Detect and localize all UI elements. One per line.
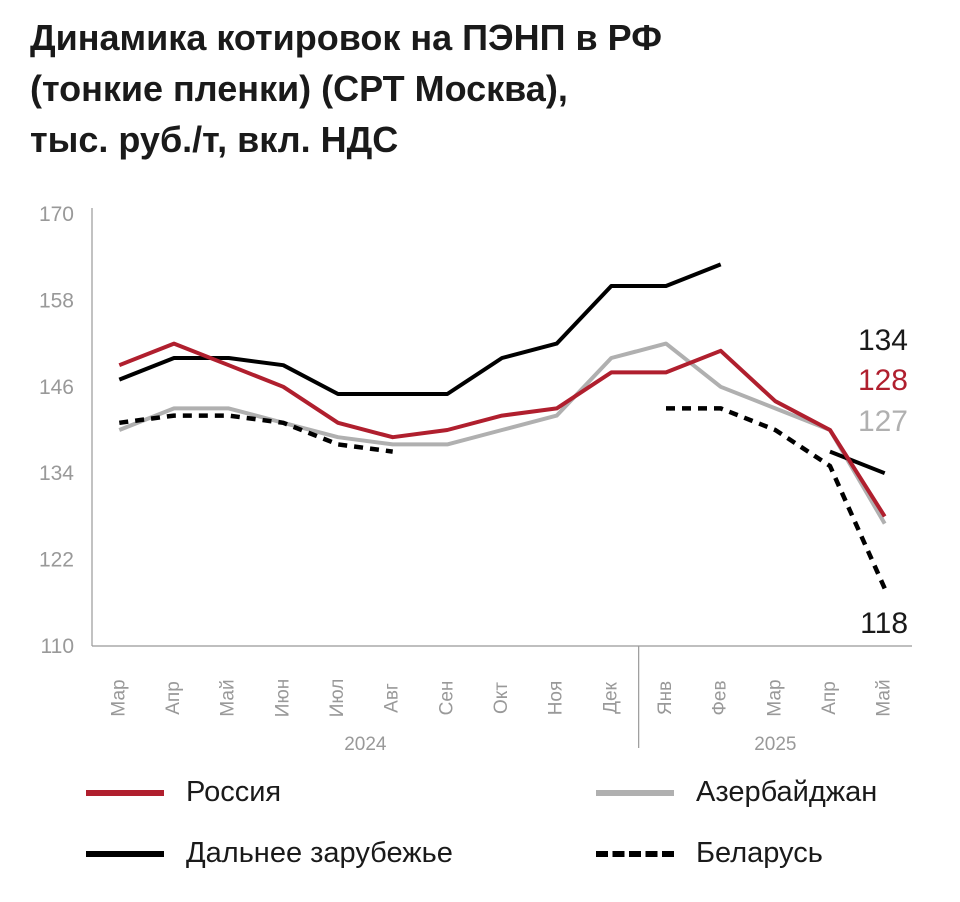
chart-title-line-1: Динамика котировок на ПЭНП в РФ (30, 17, 662, 58)
x-tick-label: Апр (819, 681, 840, 715)
x-tick-label: Авг (382, 683, 403, 713)
end-value-label-russia: 128 (858, 364, 908, 397)
series-line-azerbaijan (118, 341, 887, 525)
end-value-label-foreign: 134 (858, 324, 908, 357)
y-tick-label: 170 (39, 203, 74, 226)
x-tick-label: Апр (163, 681, 184, 715)
end-value-label-belarus: 118 (860, 607, 908, 640)
y-tick-label: 122 (39, 549, 74, 572)
y-tick-label: 134 (39, 462, 74, 485)
series-line-foreign (118, 262, 722, 396)
series-line-belarus (666, 406, 887, 590)
x-tick-label: Сен (436, 681, 457, 716)
x-year-label: 2024 (344, 734, 387, 755)
chart-title-line-2: (тонкие пленки) (СРТ Москва), (30, 68, 568, 109)
x-tick-label: Мар (764, 679, 785, 716)
x-tick-label: Янв (655, 681, 676, 715)
chart-title-line-3: тыс. руб./т, вкл. НДС (30, 119, 399, 160)
x-tick-label: Мар (108, 679, 129, 716)
x-tick-label: Ноя (546, 681, 567, 716)
x-tick-label: Дек (600, 681, 621, 713)
end-value-label-azerbaijan: 127 (858, 405, 908, 438)
x-tick-label: Фев (710, 680, 731, 715)
chart-title: Динамика котировок на ПЭНП в РФ (тонкие … (30, 12, 930, 165)
y-tick-label: 110 (41, 635, 74, 658)
x-year-label: 2025 (754, 734, 796, 755)
x-tick-label: Май (218, 679, 239, 716)
series-line-foreign (829, 449, 886, 476)
x-tick-label: Июн (272, 679, 293, 717)
x-tick-label: Июл (327, 679, 348, 718)
y-tick-label: 146 (39, 376, 74, 399)
x-tick-label: Окт (491, 682, 512, 714)
y-tick-label: 158 (39, 289, 74, 312)
series-line-russia (118, 341, 887, 518)
series-line-belarus (119, 413, 393, 454)
x-tick-label: Май (874, 679, 895, 716)
